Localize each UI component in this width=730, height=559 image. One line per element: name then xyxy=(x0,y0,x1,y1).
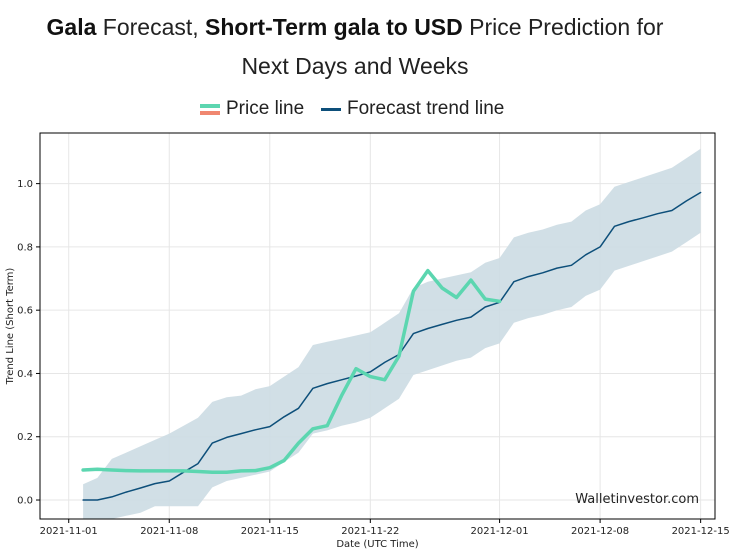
y-axis-label: Trend Line (Short Term) xyxy=(5,268,16,386)
forecast-confidence-band xyxy=(83,148,701,520)
legend-item-price: Price line xyxy=(200,98,304,120)
legend-swatch-price xyxy=(200,101,220,117)
legend-label-forecast: Forecast trend line xyxy=(347,98,505,119)
x-axis-label: Date (UTC Time) xyxy=(336,539,418,550)
x-tick-label-4: 2021-12-01 xyxy=(471,526,529,537)
chart-legend: Price line Forecast trend line xyxy=(0,98,730,124)
watermark-text: Walletinvestor.com xyxy=(575,492,699,507)
price-line xyxy=(81,268,502,474)
title-line-2: Next Days and Weeks xyxy=(241,53,469,79)
y-tick-label-1: 0.2 xyxy=(17,432,33,443)
title-brand: Gala xyxy=(46,14,97,40)
title-bold-part: Short-Term gala to USD xyxy=(205,14,463,40)
x-tick-label-0: 2021-11-01 xyxy=(40,526,98,537)
x-tick-label-2: 2021-11-15 xyxy=(241,526,299,537)
y-tick-label-2: 0.4 xyxy=(17,369,33,380)
plot-frame xyxy=(39,132,716,520)
title-line-1: Gala Forecast, Short-Term gala to USD Pr… xyxy=(0,8,710,47)
title-part-3: Price Prediction for xyxy=(462,14,664,40)
x-tick-label-5: 2021-12-08 xyxy=(571,526,629,537)
legend-item-forecast: Forecast trend line xyxy=(321,98,504,120)
x-tick-label-1: 2021-11-08 xyxy=(140,526,198,537)
x-tick-label-6: 2021-12-15 xyxy=(672,526,730,537)
chart-title: Gala Forecast, Short-Term gala to USD Pr… xyxy=(0,8,710,86)
title-part-1: Forecast, xyxy=(96,14,206,40)
y-tick-label-5: 1.0 xyxy=(17,179,33,190)
legend-label-price: Price line xyxy=(226,98,305,119)
y-tick-label-4: 0.8 xyxy=(17,242,33,253)
y-tick-label-3: 0.6 xyxy=(17,306,33,317)
x-tick-label-3: 2021-11-22 xyxy=(341,526,399,537)
y-tick-label-0: 0.0 xyxy=(17,496,33,507)
legend-swatch-forecast xyxy=(321,107,341,111)
